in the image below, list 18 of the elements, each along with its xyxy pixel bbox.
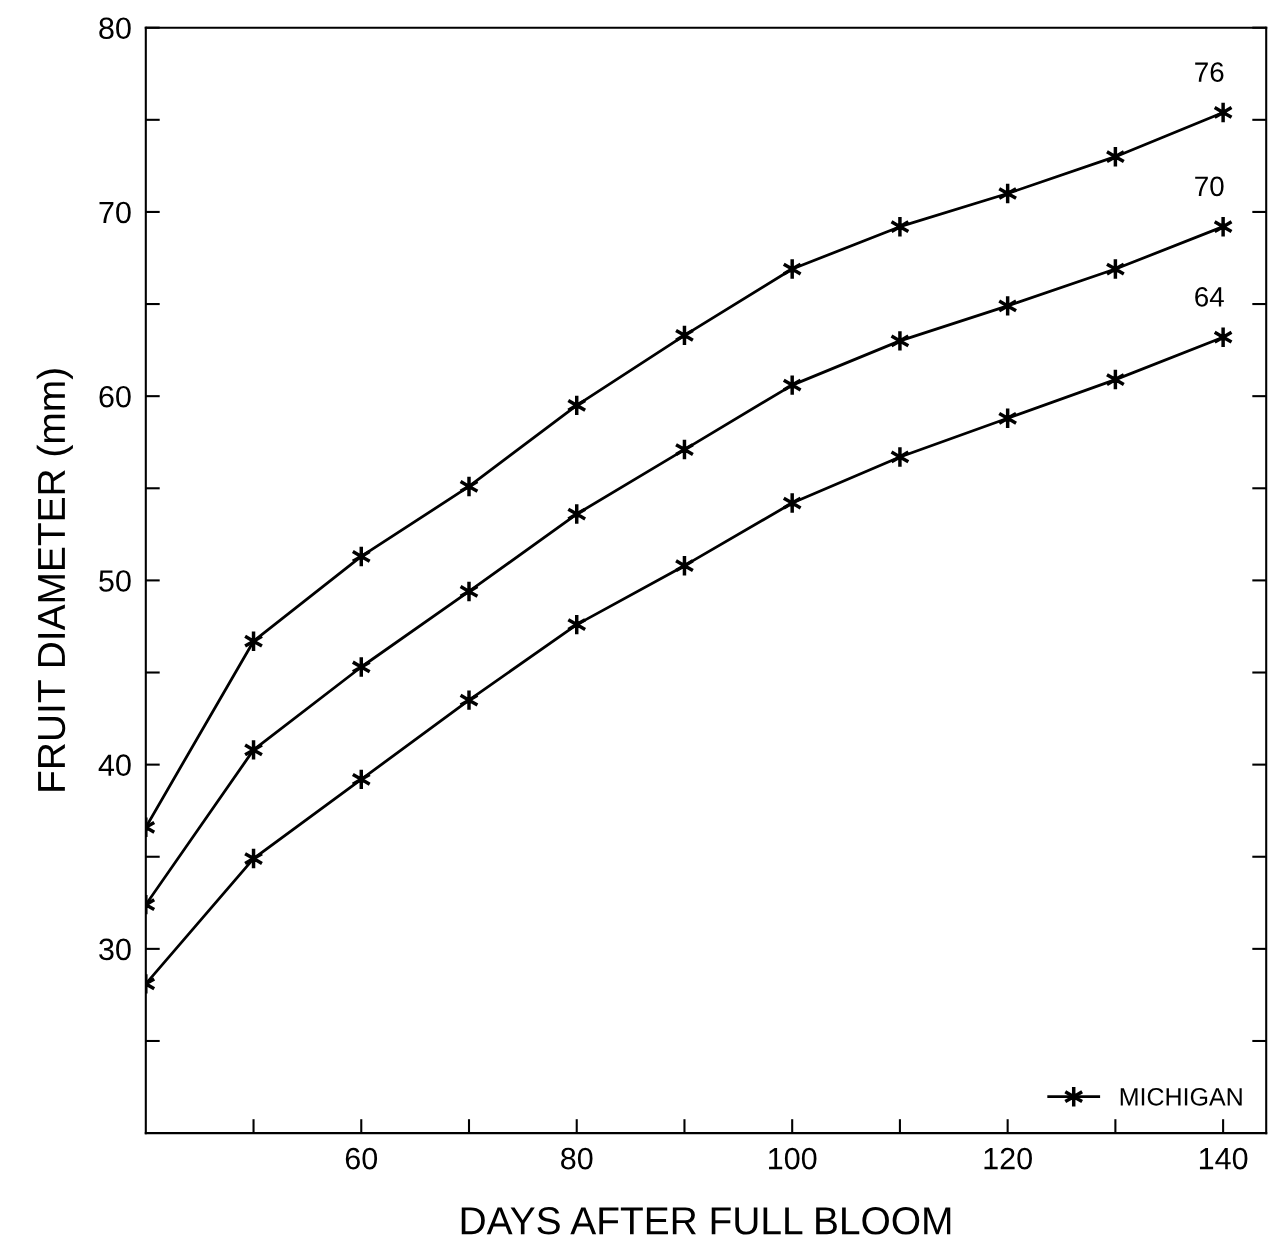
x-axis-title: DAYS AFTER FULL BLOOM (461, 1207, 951, 1235)
y-tick-label: 80 (99, 17, 131, 40)
y-tick-label: 70 (99, 201, 131, 224)
y-tick-label: 50 (99, 570, 131, 592)
x-tick-label: 120 (984, 1147, 1032, 1170)
legend-label: MICHIGAN (1120, 1087, 1242, 1106)
y-tick-label: 30 (99, 938, 131, 961)
y-tick-label: 60 (99, 385, 131, 408)
annotation: 76 (1195, 62, 1224, 82)
x-tick-label: 60 (345, 1147, 378, 1170)
x-tick-label: 80 (561, 1147, 593, 1170)
y-tick-label: 40 (98, 754, 131, 777)
x-tick-label: 140 (1199, 1147, 1248, 1170)
point (458, 688, 480, 712)
x-tick-label: 100 (769, 1147, 817, 1170)
annotation: 70 (1195, 176, 1224, 197)
annotation: 64 (1195, 287, 1224, 307)
y-axis-title: FRUIT DIAMETER (mm) (36, 369, 73, 791)
